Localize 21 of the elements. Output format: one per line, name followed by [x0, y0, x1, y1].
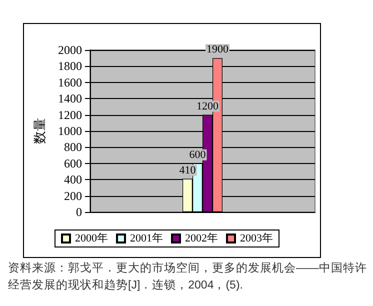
- y-tick-label: 600: [64, 156, 82, 170]
- y-tick-label: 1600: [58, 75, 82, 90]
- data-label: 1200: [196, 100, 219, 112]
- legend-label: 2002年: [185, 232, 218, 244]
- y-axis-title: 数量: [33, 118, 48, 144]
- legend-label: 2003年: [240, 232, 273, 244]
- y-tick-label: 1800: [58, 59, 82, 74]
- data-label: 600: [189, 148, 206, 161]
- y-tick-label: 200: [64, 188, 82, 203]
- y-tick-label: 1000: [58, 124, 82, 138]
- y-tick-label: 0: [76, 205, 82, 219]
- text: 资料来源：郭戈平．更大的市场空间，更多的发展机会——中国特许经营发展的现状和趋势[J]．连锁，2004，(5).: [8, 260, 367, 292]
- data-label: 1900: [206, 44, 229, 56]
- y-tick-label: 400: [64, 172, 82, 187]
- legend-label: 2001年: [130, 232, 163, 244]
- data-label: 410: [179, 164, 196, 176]
- y-tick-label: 1200: [58, 108, 82, 122]
- legend-label: 2000年: [75, 232, 108, 244]
- y-tick-label: 2000: [58, 43, 82, 57]
- y-tick-label: 1400: [58, 92, 82, 106]
- y-tick-label: 800: [64, 140, 82, 154]
